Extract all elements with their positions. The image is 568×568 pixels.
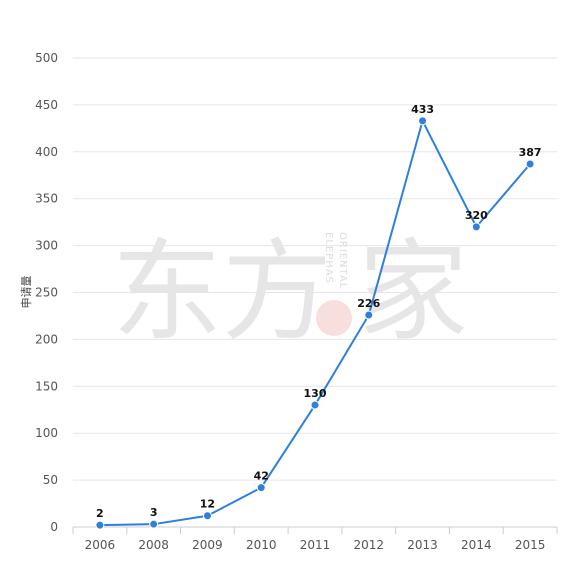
data-point[interactable] <box>525 159 535 169</box>
data-label: 433 <box>411 103 434 116</box>
y-tick-label: 300 <box>35 239 58 253</box>
y-tick-label: 350 <box>35 192 58 206</box>
data-label: 387 <box>519 146 542 159</box>
watermark-vertical-text-2: ELEPHAS <box>323 232 334 284</box>
data-label: 2 <box>96 507 104 520</box>
y-tick-label: 150 <box>35 379 58 393</box>
watermark-text-right: 家 <box>358 228 468 356</box>
data-point[interactable] <box>418 116 428 126</box>
watermark-vertical-text-1: ORIENTAL <box>337 232 348 289</box>
x-tick-label: 2008 <box>138 538 169 552</box>
data-point[interactable] <box>95 520 105 530</box>
watermark: 东方 ORIENTAL ELEPHAS 家 <box>112 228 468 356</box>
data-point[interactable] <box>364 310 374 320</box>
series-layer <box>95 116 535 530</box>
x-tick-label: 2012 <box>354 538 385 552</box>
y-tick-label: 450 <box>35 98 58 112</box>
watermark-text-left: 东方 <box>112 228 332 356</box>
x-tick-label: 2013 <box>407 538 438 552</box>
data-point[interactable] <box>471 222 481 232</box>
x-tick-label: 2014 <box>461 538 492 552</box>
x-tick-label: 2015 <box>515 538 546 552</box>
y-tick-label: 400 <box>35 145 58 159</box>
data-point[interactable] <box>310 400 320 410</box>
y-tick-label: 50 <box>43 473 58 487</box>
x-tick-label: 2011 <box>300 538 331 552</box>
data-label: 130 <box>304 387 327 400</box>
data-label: 42 <box>254 470 269 483</box>
watermark-seal-icon <box>316 300 352 336</box>
grid-layer <box>73 57 557 481</box>
data-point[interactable] <box>149 519 159 529</box>
x-tick-label: 2010 <box>246 538 277 552</box>
label-layer: 2 3 12 42 130 226 433 320 387 <box>96 103 542 520</box>
data-label: 3 <box>150 506 158 519</box>
data-point[interactable] <box>256 483 266 493</box>
x-tick-label: 2009 <box>192 538 223 552</box>
y-tick-label: 100 <box>35 426 58 440</box>
x-tick-label: 2006 <box>85 538 116 552</box>
y-tick-label: 200 <box>35 332 58 346</box>
data-label: 320 <box>465 209 488 222</box>
data-label: 12 <box>200 498 215 511</box>
y-tick-label: 500 <box>35 51 58 65</box>
y-axis-title: 申请量 <box>20 276 33 309</box>
data-point[interactable] <box>202 511 212 521</box>
y-tick-label: 0 <box>50 520 58 534</box>
y-tick-label: 250 <box>35 286 58 300</box>
data-label: 226 <box>357 297 380 310</box>
